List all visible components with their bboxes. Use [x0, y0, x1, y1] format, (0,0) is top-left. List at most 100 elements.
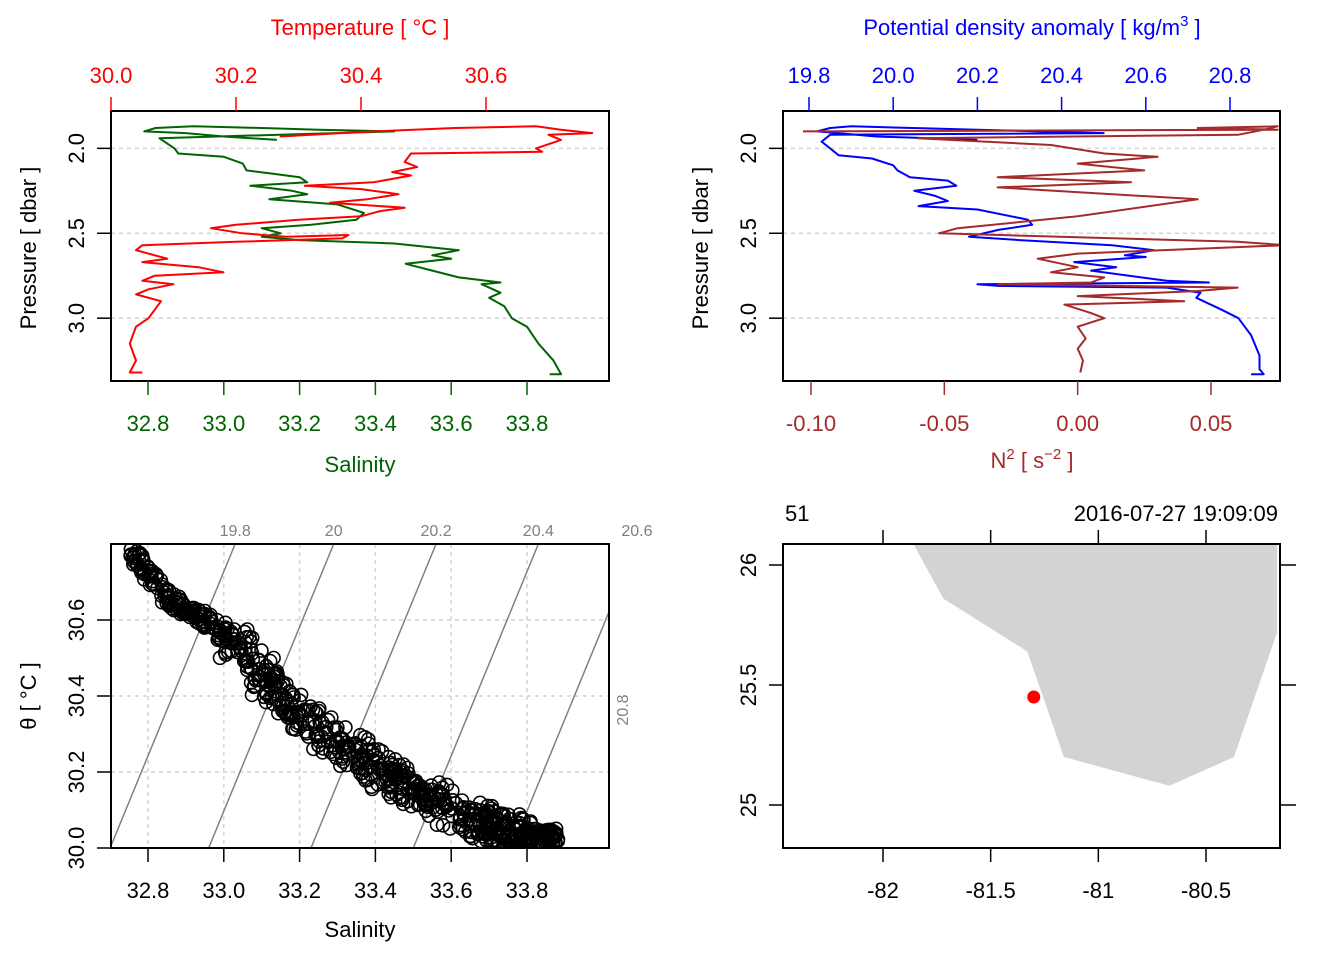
- ts-point: [305, 702, 321, 718]
- ts-point: [366, 742, 382, 757]
- ts-point: [338, 720, 353, 735]
- x-tick-label: 32.8: [127, 411, 170, 436]
- ts-point: [383, 789, 399, 805]
- ts-point: [494, 818, 510, 833]
- ts-point: [512, 815, 528, 831]
- ts-point: [148, 566, 164, 582]
- isopycnal-label: 20.6: [621, 523, 652, 540]
- ts-point: [335, 754, 351, 770]
- ts-point: [418, 797, 433, 813]
- x-tick-label: 33.0: [202, 411, 245, 436]
- ts-point: [131, 552, 147, 568]
- ts-point: [526, 821, 542, 837]
- isopycnal-line: [511, 609, 609, 848]
- bracket: ]: [1061, 448, 1073, 473]
- superscript: −2: [1044, 446, 1061, 463]
- y-tick-label: 25.5: [736, 664, 761, 707]
- bottom-axis-title: N2 [ s−2 ]: [991, 446, 1074, 473]
- panel-station-map: -82 -81.5 -81 -80.5 25 25.5 26 51 2016-07-27 19:…: [736, 501, 1296, 903]
- isopycnal-label: 20.4: [523, 523, 554, 540]
- isopycnal-line: [310, 544, 437, 848]
- ts-point: [338, 738, 353, 754]
- ts-point: [305, 714, 320, 730]
- ts-point: [435, 780, 450, 796]
- y-axis-title: Pressure [ dbar ]: [16, 167, 41, 330]
- ts-point: [442, 821, 458, 836]
- ts-point: [174, 603, 189, 619]
- ts-point: [462, 829, 478, 844]
- ts-point: [358, 762, 373, 778]
- ts-point: [392, 790, 407, 806]
- ts-point: [239, 662, 255, 678]
- ts-point: [172, 602, 188, 618]
- ts-point: [372, 761, 388, 776]
- x-tick-label: -0.10: [786, 411, 836, 436]
- ts-point: [518, 832, 534, 847]
- top-tick-label: 30.2: [215, 63, 258, 88]
- isopycnal-label: 20.2: [420, 523, 451, 540]
- ts-point: [365, 759, 380, 775]
- temperature-line: [128, 125, 594, 374]
- ts-point: [246, 679, 262, 695]
- isopycnal-line: [111, 544, 236, 848]
- x-tick-label: 32.8: [127, 878, 170, 903]
- plot-frame: [782, 110, 1281, 382]
- y-tick-label: 30.4: [64, 675, 89, 718]
- ts-point: [435, 817, 451, 833]
- top-tick-label: 20.8: [1209, 63, 1252, 88]
- ts-point: [480, 798, 496, 814]
- ts-point: [217, 622, 232, 637]
- x-tick-label: 33.2: [278, 878, 321, 903]
- top-axis-title: Temperature [ °C ]: [271, 15, 450, 40]
- y-tick-label: 2.0: [64, 133, 89, 164]
- x-tick-label: -81.5: [966, 878, 1016, 903]
- bracket: [ s: [1015, 448, 1044, 473]
- ts-point: [299, 725, 314, 741]
- map-frame: [782, 543, 1281, 849]
- top-tick-label: 30.0: [90, 63, 133, 88]
- ts-point: [548, 821, 564, 837]
- x-tick-label: -0.05: [919, 411, 969, 436]
- ts-point: [218, 615, 233, 631]
- land-polygon: [913, 544, 1278, 786]
- panel-ts-diagram: 19.8 20 20.2 20.4 20.6 20.8 32.8 33.0 33.2 33.4 33…: [16, 523, 653, 942]
- y-tick-label: 30.0: [64, 827, 89, 870]
- x-tick-label: 33.6: [430, 411, 473, 436]
- ts-point: [254, 643, 269, 658]
- ts-point: [157, 585, 172, 600]
- ts-point: [352, 727, 368, 743]
- ts-point: [144, 563, 160, 579]
- top-tick-label: 19.8: [788, 63, 831, 88]
- ts-point: [385, 765, 400, 781]
- ts-point: [161, 598, 177, 614]
- panel-density-n2: 19.8 20.0 20.2 20.4 20.6 20.8 Potential densit…: [688, 13, 1281, 473]
- x-tick-label: 33.8: [506, 878, 549, 903]
- ts-point: [320, 734, 335, 750]
- x-tick-label: 33.8: [506, 411, 549, 436]
- x-tick-label: 33.4: [354, 411, 397, 436]
- isopycnal-label: 19.8: [220, 523, 251, 540]
- x-tick-label: 33.0: [202, 878, 245, 903]
- top-tick-label: 30.4: [340, 63, 383, 88]
- superscript: 2: [1006, 446, 1014, 463]
- ts-point: [240, 653, 255, 669]
- top-tick-label: 20.0: [872, 63, 915, 88]
- n2-line: [802, 125, 1280, 373]
- ts-point: [244, 646, 260, 661]
- top-tick-label: 20.6: [1124, 63, 1167, 88]
- ts-point: [360, 772, 376, 788]
- x-tick-label: 0.00: [1056, 411, 1099, 436]
- plot-frame: [110, 110, 610, 382]
- superscript: 3: [1180, 13, 1188, 30]
- ts-point: [258, 694, 274, 710]
- ts-point: [496, 806, 511, 822]
- x-tick-label: -80.5: [1181, 878, 1231, 903]
- ts-point: [512, 807, 527, 822]
- ts-point: [501, 807, 516, 823]
- station-marker: [1027, 690, 1041, 704]
- ts-point: [508, 829, 524, 844]
- x-tick-label: 33.2: [278, 411, 321, 436]
- ts-point: [540, 829, 555, 845]
- ts-point: [350, 756, 366, 772]
- panel-temperature-salinity: 30.0 30.2 30.4 30.6 Temperature [ °C ] 32.8 33…: [16, 15, 610, 477]
